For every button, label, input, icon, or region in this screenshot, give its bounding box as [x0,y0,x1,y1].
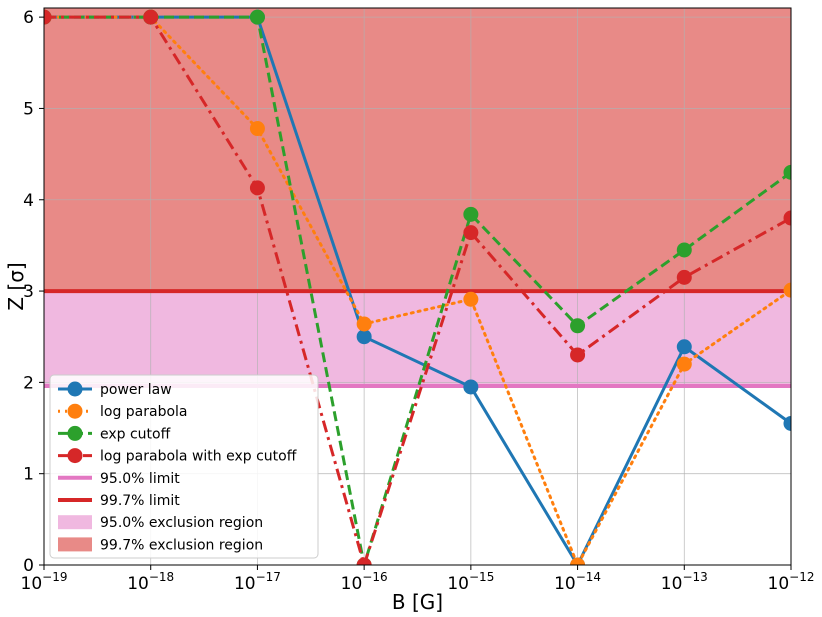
x-tick-label-0: 10−19 [21,570,68,594]
series-3-point-0 [44,9,52,25]
series-1-point-3 [356,316,372,332]
x-tick-label-6: 10−13 [661,570,708,594]
series-1-point-2 [249,121,265,137]
series-2-point-6 [676,242,692,258]
series-2-point-4 [463,206,479,222]
x-tick-label-2: 10−17 [234,570,281,594]
series-1-point-5 [570,557,586,565]
series-0-point-4 [463,379,479,395]
series-3-point-1 [143,9,159,25]
x-tick-label-3: 10−16 [341,570,388,594]
series-1-point-6 [676,356,692,372]
legend-label-2: exp cutoff [100,426,171,442]
x-tick-label-1: 10−18 [127,570,174,594]
legend-marker-0 [67,381,83,397]
y-tick-label-1: 1 [23,465,34,485]
legend-marker-2 [67,425,83,441]
series-0-point-6 [676,339,692,355]
legend-region-label-1: 99.7% exclusion region [100,537,263,553]
series-3-point-4 [463,225,479,241]
series-2-point-5 [570,318,586,334]
legend-limit-label-0: 95.0% limit [100,471,180,487]
y-tick-label-2: 2 [23,373,34,393]
series-3-point-5 [570,347,586,363]
legend-region-patch-0 [58,515,92,530]
legend-box [49,374,319,559]
exclusion-region-0 [44,291,791,387]
y-tick-label-4: 4 [23,191,34,211]
legend-limit-label-1: 99.7% limit [100,493,180,509]
series-2-point-7 [783,164,791,180]
legend-region-label-0: 95.0% exclusion region [100,515,263,531]
legend-label-0: power law [100,382,172,398]
x-tick-label-5: 10−14 [554,570,601,594]
series-3-point-3 [356,557,372,565]
legend-region-patch-1 [58,537,92,552]
series-3-point-7 [783,210,791,226]
plot-frame [43,7,792,566]
series-2-point-2 [249,9,265,25]
exclusion-region-1 [44,8,791,292]
y-axis-label: Z [σ] [4,262,28,310]
legend-marker-3 [67,448,83,464]
series-3-point-6 [676,269,692,285]
x-axis-label: B [G] [392,590,443,614]
series-0-point-3 [356,329,372,345]
series-line-1 [44,15,791,565]
series-1-point-4 [463,291,479,307]
legend-label-3: log parabola with exp cutoff [100,449,297,465]
x-tick-label-4: 10−15 [447,570,494,594]
x-tick-label-7: 10−12 [768,570,815,594]
y-tick-label-5: 5 [23,99,34,119]
y-tick-label-3: 3 [23,282,34,302]
series-1-point-7 [783,282,791,298]
series-line-2 [44,15,791,565]
legend-label-1: log parabola [100,404,188,420]
y-tick-label-6: 6 [23,8,34,28]
series-3-point-2 [249,180,265,196]
legend-marker-1 [67,403,83,419]
series-group [44,9,791,565]
y-tick-label-0: 0 [23,556,34,576]
series-0-point-7 [783,415,791,431]
